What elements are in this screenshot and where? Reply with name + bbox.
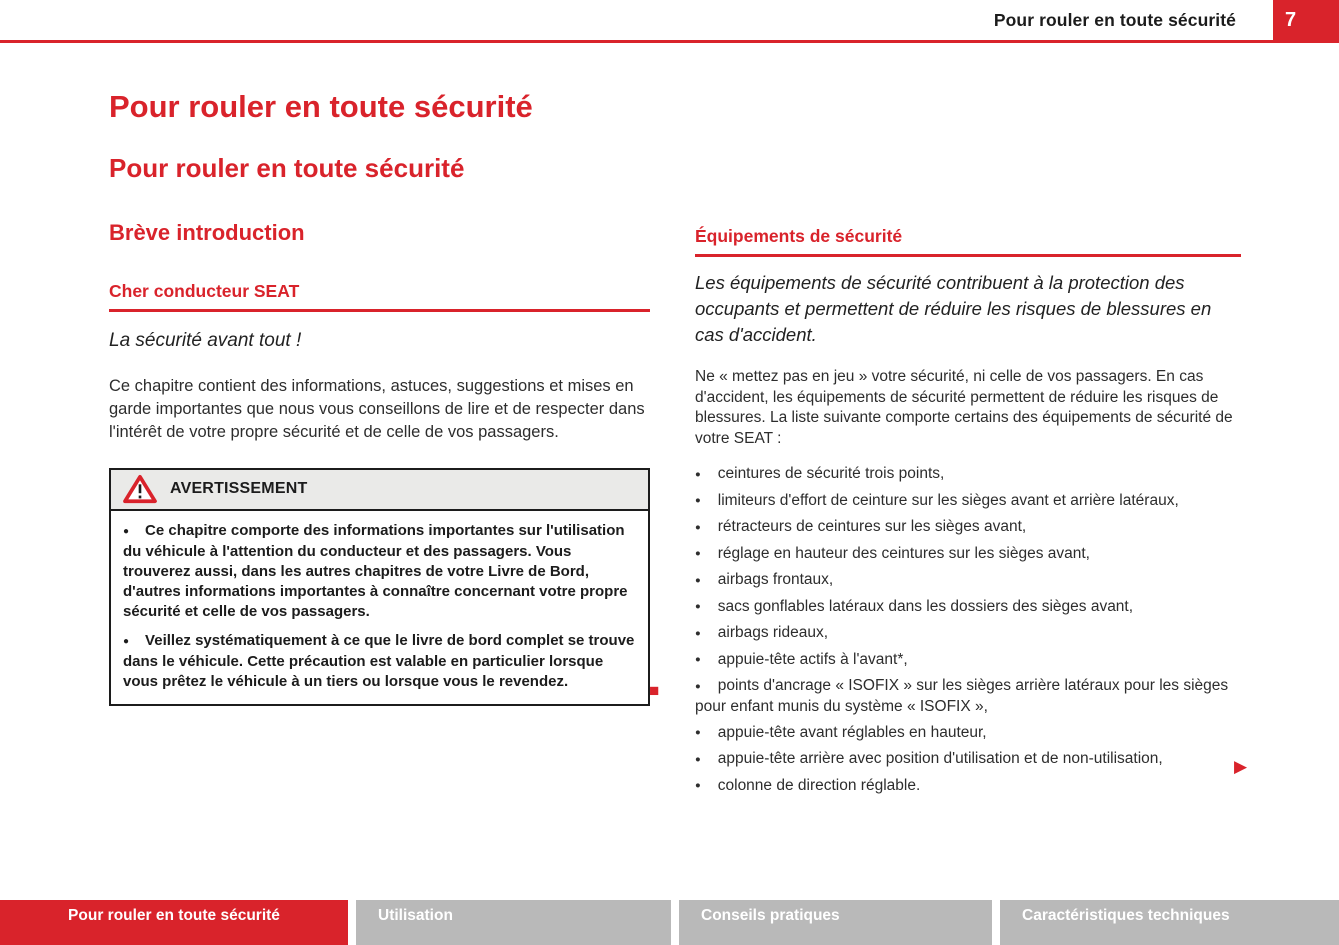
running-title: Pour rouler en toute sécurité [993,9,1236,30]
right-column: Équipements de sécurité Les équipements … [695,90,1241,802]
footer-nav-tab-label: Conseils pratiques [701,907,840,924]
equipment-list-item: réglage en hauteur des ceintures sur les… [695,544,1241,565]
equipment-list-item: ceintures de sécurité trois points, [695,464,1241,485]
equipment-list-item: points d'ancrage « ISOFIX » sur les sièg… [695,676,1241,717]
equipment-list-item: appuie-tête arrière avec position d'util… [695,749,1241,770]
section-end-marker-icon: ■ [649,681,660,700]
equipment-list-item: airbags rideaux, [695,623,1241,644]
article-body: Ce chapitre contient des informations, a… [109,376,645,441]
intro-heading: Brève introduction [109,219,305,245]
page-number-badge: 7 [1273,0,1339,42]
warning-item: Ce chapitre comporte des informations im… [123,521,636,622]
footer-nav-tab-label: Caractéristiques techniques [1022,907,1230,924]
footer-nav-tab[interactable]: Utilisation [356,900,671,945]
footer-nav: Pour rouler en toute sécurité Utilisatio… [0,900,1339,945]
equipment-list-item: airbags frontaux, [695,570,1241,591]
article-lead: La sécurité avant tout ! [109,329,302,351]
equipment-lead: Les équipements de sécurité contribuent … [695,272,1212,345]
equipment-heading: Équipements de sécurité [695,226,1241,257]
equipment-list: ceintures de sécurité trois points, limi… [695,464,1241,796]
page-header: Pour rouler en toute sécurité 7 [0,0,1339,43]
footer-nav-tab-label: Pour rouler en toute sécurité [68,907,280,924]
footer-nav-tab[interactable]: Caractéristiques techniques [1000,900,1339,945]
article-heading: Cher conducteur SEAT [109,281,650,312]
equipment-list-item: rétracteurs de ceintures sur les sièges … [695,517,1241,538]
section-title: Pour rouler en toute sécurité [109,153,465,184]
equipment-list-item: appuie-tête avant réglables en hauteur, [695,723,1241,744]
equipment-list-item: limiteurs d'effort de ceinture sur les s… [695,491,1241,512]
equipment-list-item: appuie-tête actifs à l'avant*, [695,650,1241,671]
warning-triangle-icon [123,474,157,504]
footer-nav-tab[interactable]: Conseils pratiques [679,900,992,945]
equipment-list-item: colonne de direction réglable. [695,776,1241,797]
warning-label: AVERTISSEMENT [170,480,308,498]
content-columns: Pour rouler en toute sécurité Pour roule… [109,89,1241,802]
warning-box-body: Ce chapitre comporte des informations im… [111,510,648,704]
footer-nav-tab-label: Utilisation [378,907,453,924]
left-column: Pour rouler en toute sécurité Pour roule… [109,89,650,802]
warning-item: Veillez systématiquement à ce que le liv… [123,631,636,692]
chapter-title: Pour rouler en toute sécurité [109,89,533,124]
page-number: 7 [1285,8,1297,31]
warning-box: AVERTISSEMENT Ce chapitre comporte des i… [109,467,650,706]
footer-nav-tab[interactable]: Pour rouler en toute sécurité [0,900,348,945]
equipment-body: Ne « mettez pas en jeu » votre sécurité,… [695,368,1233,447]
warning-box-header: AVERTISSEMENT [111,469,648,511]
equipment-list-item: sacs gonflables latéraux dans les dossie… [695,597,1241,618]
continue-arrow-icon[interactable]: ▶ [1234,757,1248,776]
